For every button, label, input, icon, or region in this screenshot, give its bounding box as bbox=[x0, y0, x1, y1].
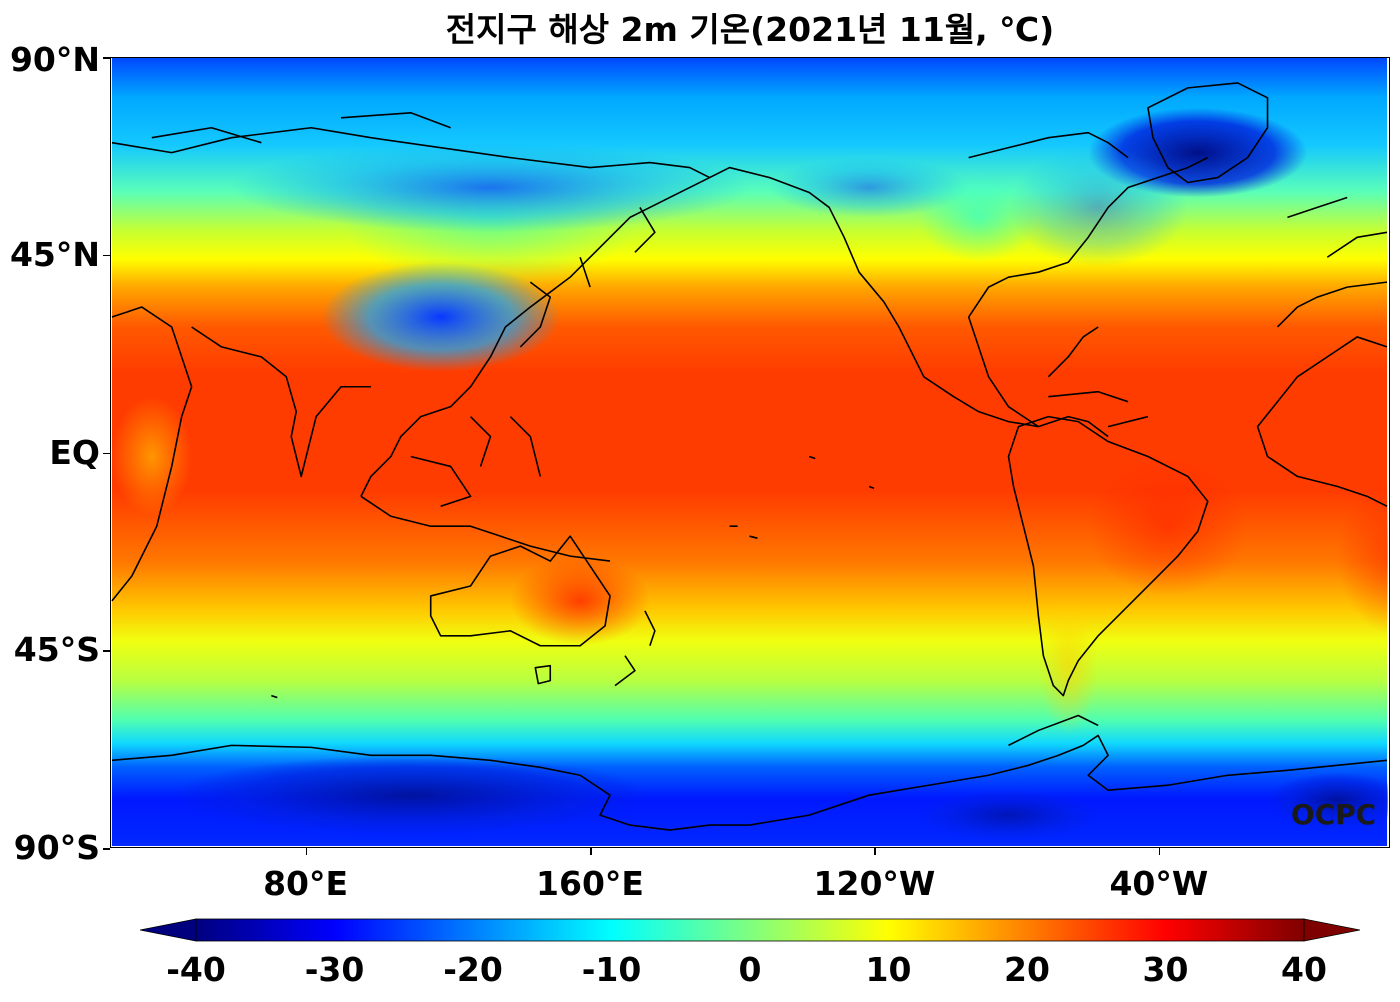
lon-tick-label: 120°W bbox=[813, 864, 936, 903]
colorbar-tick-label: 30 bbox=[1142, 950, 1189, 989]
lat-tick-mark bbox=[103, 57, 110, 59]
colorbar bbox=[139, 918, 1361, 942]
lat-tick-label: 90°S bbox=[13, 828, 100, 867]
lat-tick-label: EQ bbox=[49, 432, 100, 472]
colorbar-min-extend bbox=[139, 918, 197, 942]
lon-tick-label: 40°W bbox=[1109, 864, 1209, 903]
lat-tick-mark bbox=[103, 650, 110, 652]
temperature-map: OCPC bbox=[110, 57, 1390, 848]
colorbar-tick-label: 40 bbox=[1281, 950, 1327, 989]
ocpc-watermark: OCPC bbox=[1291, 798, 1376, 831]
lat-tick-label: 90°N bbox=[9, 40, 100, 79]
colorbar-body bbox=[195, 918, 1305, 942]
lon-tick-label: 80°E bbox=[263, 864, 349, 903]
colorbar-tick-label: -40 bbox=[166, 950, 226, 989]
lat-tick-mark bbox=[103, 254, 110, 257]
colorbar-max-extend bbox=[1303, 918, 1361, 942]
coastlines bbox=[111, 82, 1388, 831]
lat-tick-label: 45°S bbox=[13, 630, 100, 670]
lat-tick-mark bbox=[103, 848, 110, 850]
lon-tick-mark bbox=[1158, 848, 1161, 855]
map-title: 전지구 해상 2m 기온(2021년 11월, ℃) bbox=[445, 10, 1055, 49]
lon-tick-mark bbox=[874, 848, 876, 855]
colorbar-tick-label: 20 bbox=[1004, 950, 1050, 989]
colorbar-tick-label: -20 bbox=[443, 950, 503, 989]
lat-tick-mark bbox=[103, 452, 110, 454]
colorbar-tick-label: 10 bbox=[865, 950, 912, 989]
lon-tick-mark bbox=[305, 848, 308, 855]
colorbar-tick-label: -30 bbox=[304, 950, 365, 989]
lon-tick-label: 160°E bbox=[536, 864, 644, 903]
colorbar-tick-label: -10 bbox=[581, 950, 642, 989]
colorbar-graphic bbox=[139, 918, 1361, 942]
lon-tick-mark bbox=[590, 848, 592, 855]
colorbar-tick-label: 0 bbox=[738, 950, 762, 989]
lat-tick-label: 45°N bbox=[9, 234, 100, 274]
temperature-field: OCPC bbox=[111, 58, 1388, 846]
